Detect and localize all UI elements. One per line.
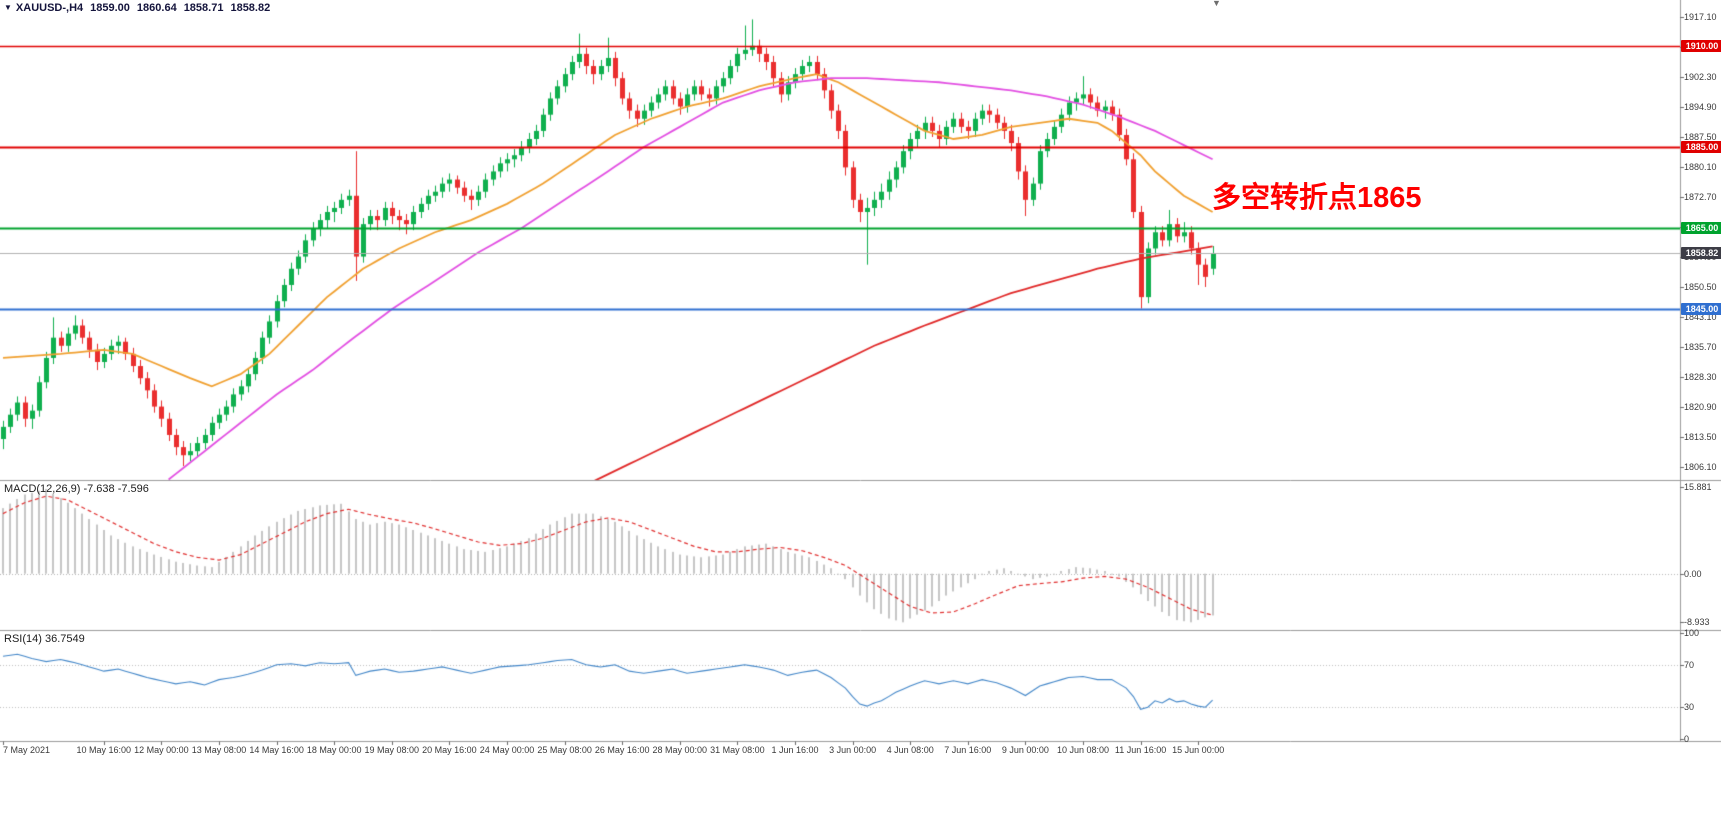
symbol-timeframe-label: XAUUSD-,H4 bbox=[15, 2, 84, 14]
price-tick-label: 1835.70 bbox=[1684, 341, 1717, 352]
time-axis-label: 31 May 08:00 bbox=[710, 745, 765, 755]
price-line-badge: 1845.00 bbox=[1681, 303, 1721, 316]
time-axis-label: 7 Jun 16:00 bbox=[944, 745, 992, 755]
chart-header: ▼ XAUUSD-,H4 1859.00 1860.64 1858.71 1858.82 bbox=[4, 2, 270, 14]
time-axis-label: 11 Jun 16:00 bbox=[1114, 745, 1167, 755]
time-axis-label: 13 May 08:00 bbox=[191, 745, 247, 755]
price-tick-label: 1917.10 bbox=[1684, 11, 1717, 22]
rsi-tick-label: 0 bbox=[1684, 734, 1690, 744]
price-tick-label: 1813.50 bbox=[1684, 431, 1717, 442]
rsi-tick-label: 70 bbox=[1684, 659, 1695, 670]
time-axis-label: 12 May 00:00 bbox=[134, 745, 189, 755]
rsi-tick-label: 100 bbox=[1684, 628, 1700, 638]
time-axis-label: 26 May 16:00 bbox=[594, 745, 650, 755]
time-axis-label: 28 May 00:00 bbox=[652, 745, 708, 755]
time-axis-label: 1 Jun 16:00 bbox=[771, 745, 819, 755]
price-tick-label: 1872.70 bbox=[1684, 191, 1717, 202]
price-tick-label: 1843.10 bbox=[1684, 311, 1717, 322]
open-value: 1859.00 bbox=[90, 2, 130, 14]
price-tick-label: 1880.10 bbox=[1684, 161, 1717, 172]
price-tick-label: 1902.30 bbox=[1684, 71, 1717, 82]
time-axis-label: 10 Jun 08:00 bbox=[1056, 745, 1110, 755]
time-axis-label: 10 May 16:00 bbox=[76, 745, 132, 755]
rsi-indicator-label: RSI(14) 36.7549 bbox=[4, 633, 85, 645]
price-line-badge: 1910.00 bbox=[1681, 39, 1721, 52]
macd-tick-label: -8.933 bbox=[1684, 617, 1710, 628]
time-axis-label: 20 May 16:00 bbox=[422, 745, 477, 755]
price-tick-label: 1820.90 bbox=[1684, 401, 1717, 412]
chart-shift-marker-icon: ▼ bbox=[1212, 0, 1221, 8]
time-axis-label: 15 Jun 00:00 bbox=[1172, 745, 1225, 755]
annotation-text: 多空转折点1865 bbox=[1212, 182, 1422, 214]
price-tick-label: 1887.50 bbox=[1684, 131, 1717, 142]
low-value: 1858.71 bbox=[183, 2, 224, 14]
rsi-tick-label: 30 bbox=[1684, 702, 1695, 713]
time-axis-label: 3 Jun 00:00 bbox=[829, 745, 877, 755]
close-value: 1858.82 bbox=[230, 2, 271, 14]
macd-indicator-label: MACD(12,26,9) -7.638 -7.596 bbox=[4, 483, 149, 495]
price-line-badge: 1885.00 bbox=[1681, 141, 1721, 154]
time-axis-label: 25 May 08:00 bbox=[537, 745, 592, 755]
high-value: 1860.64 bbox=[136, 2, 177, 14]
price-tick-label: 1894.90 bbox=[1684, 101, 1717, 112]
time-axis-label: 18 May 00:00 bbox=[306, 745, 362, 755]
price-tick-label: 1828.30 bbox=[1684, 371, 1717, 382]
macd-tick-label: 15.881 bbox=[1684, 481, 1712, 492]
price-tick-label: 1806.10 bbox=[1684, 461, 1717, 472]
current-price-badge: 1858.82 bbox=[1681, 247, 1721, 260]
time-axis-label: 7 May 2021 bbox=[3, 745, 51, 755]
price-line-badge: 1865.00 bbox=[1681, 222, 1721, 235]
time-axis-label: 14 May 16:00 bbox=[249, 745, 304, 755]
price-tick-label: 1850.50 bbox=[1684, 281, 1717, 292]
collapse-icon[interactable]: ▼ bbox=[4, 3, 12, 12]
time-axis-label: 9 Jun 00:00 bbox=[1001, 745, 1049, 755]
time-axis-label: 4 Jun 08:00 bbox=[886, 745, 934, 755]
time-axis-label: 19 May 08:00 bbox=[364, 745, 420, 755]
macd-tick-label: 0.00 bbox=[1684, 568, 1702, 579]
time-axis-label: 24 May 00:00 bbox=[479, 745, 535, 755]
